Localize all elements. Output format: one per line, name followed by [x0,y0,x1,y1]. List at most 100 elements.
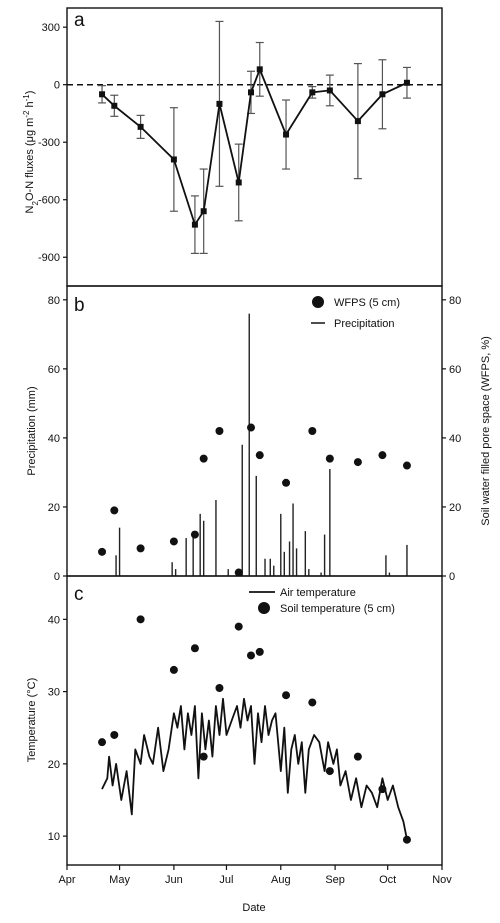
wfps-point [199,454,208,463]
panel-c-x-tick-label: Aug [271,874,291,886]
soil-temperature-point [325,767,334,776]
soil-temperature-point [190,644,199,653]
wfps-point [98,547,107,556]
flux-point [247,89,254,96]
legend-air-label: Air temperature [280,587,356,599]
panel-a-y-tick-label: -900 [38,252,60,264]
panel-a-y-tick-label: -300 [38,137,60,149]
panel-b-y-tick-label: 20 [48,502,60,514]
wfps-point [353,458,362,467]
soil-temperature-point [110,730,119,739]
legend-precip-label: Precipitation [334,318,395,330]
panel-c-x-tick-label: Apr [58,874,75,886]
wfps-point [136,544,145,553]
panel-b-right-tick-label: 60 [449,364,461,376]
panel-c-x-tick-label: May [109,874,130,886]
panel-c-y-axis: 10 20 30 40 [48,614,67,843]
soil-temperature-point [199,752,208,761]
panel-c-temperature: c 10 20 30 40 Apr May Jun Jul Aug Sep Oct Nov Temp… [26,575,452,914]
legend-wfps-label: WFPS (5 cm) [334,297,400,309]
legend-wfps-marker [312,296,324,308]
panel-b-precip-bars [115,313,408,576]
soil-temperature-point [215,683,224,692]
panel-b-y-tick-label: 80 [48,295,60,307]
flux-point [170,156,177,163]
panel-a-y-tick-label: 300 [42,22,60,34]
soil-temperature-point [246,651,255,660]
panel-c-x-tick-label: Sep [325,874,345,886]
panel-c-x-tick-label: Nov [432,874,452,886]
panel-a-y-tick-label: -600 [38,195,60,207]
panel-c-x-tick-label: Jun [165,874,183,886]
flux-point [191,221,198,228]
wfps-point [325,454,334,463]
flux-point [235,179,242,186]
flux-point [379,91,386,98]
panel-a-y-tick-label: 0 [54,80,60,92]
wfps-point [110,506,119,515]
panel-c-x-axis: Apr May Jun Jul Aug Sep Oct Nov [58,865,452,886]
soil-temperature-point [136,615,145,624]
flux-point [309,89,316,96]
panel-b-y-title-right: Soil water filled pore space (WFPS, %) [480,336,492,526]
panel-b-y-axis-right: 0 20 40 60 80 [442,295,461,583]
wfps-point [378,451,387,460]
panel-c-soil-temperature-points [98,615,411,844]
soil-temperature-point [282,691,291,700]
wfps-point [190,530,199,539]
panel-b-right-tick-label: 40 [449,433,461,445]
flux-point [216,100,223,107]
panel-b-precip-wfps: b 0 20 40 60 80 0 20 40 60 80 Precipitation (mm)… [26,285,492,583]
panel-c-y-tick-label: 10 [48,831,60,843]
flux-point [99,91,106,98]
panel-b-y-tick-label: 40 [48,433,60,445]
flux-point [137,123,144,130]
legend-soil-label: Soil temperature (5 cm) [280,603,395,615]
panel-b-right-tick-label: 0 [449,571,455,583]
panel-c-x-tick-label: Oct [379,874,396,886]
wfps-point [246,423,255,432]
soil-temperature-point [353,752,362,761]
panel-a-error-bars [98,20,411,255]
wfps-point [282,478,291,487]
panel-a-flux: a 300 0 -300 -600 -900 N2O-N fluxes (μg m-2 … [22,7,443,287]
soil-temperature-point [169,665,178,674]
legend-soil-marker [258,602,270,614]
wfps-point [234,568,243,577]
flux-point [326,87,333,94]
flux-point [403,79,410,86]
panel-c-legend: Air temperature Soil temperature (5 cm) [249,587,395,615]
soil-temperature-point [255,647,264,656]
flux-point [354,118,361,125]
panel-a-flux-points [99,66,410,228]
panel-c-air-temperature-line [101,697,408,840]
panel-b-legend: WFPS (5 cm) Precipitation [311,296,400,330]
wfps-point [255,451,264,460]
flux-point [283,131,290,138]
wfps-point [169,537,178,546]
soil-temperature-point [308,698,317,707]
panel-c-letter: c [74,584,84,605]
soil-temperature-point [98,738,107,747]
wfps-point [402,461,411,470]
panel-a-y-title: N2O-N fluxes (μg m-2 h-1) [22,91,40,214]
panel-c-x-tick-label: Jul [219,874,233,886]
panel-b-right-tick-label: 20 [449,502,461,514]
panel-b-y-tick-label: 0 [54,571,60,583]
flux-point [111,102,118,109]
panel-b-letter: b [74,295,85,316]
soil-temperature-point [402,835,411,844]
panel-a-frame [66,7,443,287]
panel-c-frame [66,575,443,866]
panel-b-y-axis-left: 0 20 40 60 80 [48,295,67,583]
soil-temperature-point [234,622,243,631]
panel-b-wfps-points [98,423,411,577]
panel-b-right-tick-label: 80 [449,295,461,307]
wfps-point [215,427,224,435]
panel-c-y-tick-label: 40 [48,614,60,626]
wfps-point [308,427,317,435]
flux-point [200,208,207,215]
panel-c-y-title: Temperature (°C) [26,678,38,762]
panel-c-y-tick-label: 30 [48,687,60,699]
